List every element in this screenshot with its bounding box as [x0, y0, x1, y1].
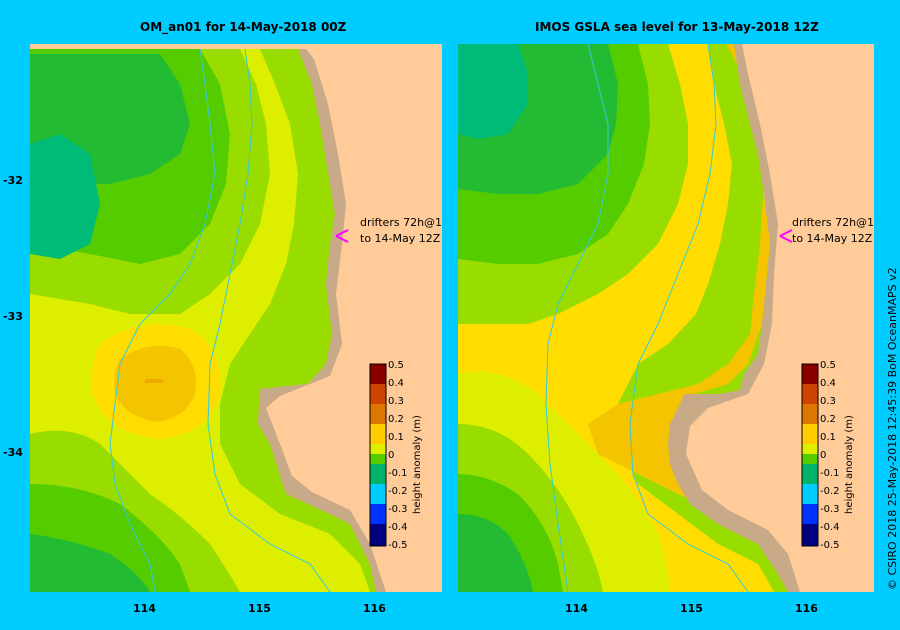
svg-text:0.2: 0.2	[820, 414, 836, 425]
svg-text:-0.1: -0.1	[388, 468, 408, 479]
svg-text:0.4: 0.4	[820, 378, 836, 389]
x-tick-label: 115	[248, 602, 271, 615]
svg-text:0.2: 0.2	[388, 414, 404, 425]
x-tick-label: 116	[795, 602, 818, 615]
svg-text:0: 0	[820, 450, 826, 461]
y-tick-label: -33	[3, 310, 23, 323]
right-drifter-label-2: to 14-May 12Z	[792, 232, 873, 245]
y-tick-label: -34	[3, 446, 23, 459]
right-drifter-label-1: drifters 72h@12h	[792, 216, 874, 229]
right-map-title: IMOS GSLA sea level for 13-May-2018 12Z	[535, 20, 819, 34]
left-drifter-label-2: to 14-May 12Z	[360, 232, 441, 245]
svg-text:0.3: 0.3	[820, 396, 836, 407]
svg-text:-0.5: -0.5	[820, 540, 840, 551]
svg-text:0.1: 0.1	[388, 432, 404, 443]
svg-text:-0.2: -0.2	[820, 486, 840, 497]
svg-text:0: 0	[388, 450, 394, 461]
left-colorbar-ticks: 0.5 0.4 0.3 0.2 0.1 0 -0.1 -0.2 -0.3 -0.…	[388, 360, 408, 551]
svg-text:0.4: 0.4	[388, 378, 404, 389]
y-tick-label: -32	[3, 174, 23, 187]
x-tick-label: 115	[680, 602, 703, 615]
svg-text:-0.1: -0.1	[820, 468, 840, 479]
svg-text:0.1: 0.1	[820, 432, 836, 443]
svg-text:-0.5: -0.5	[388, 540, 408, 551]
x-tick-label: 114	[565, 602, 588, 615]
right-colorbar-ticks: 0.5 0.4 0.3 0.2 0.1 0 -0.1 -0.2 -0.3 -0.…	[820, 360, 840, 551]
svg-text:-0.3: -0.3	[820, 504, 840, 515]
svg-text:-0.2: -0.2	[388, 486, 408, 497]
credit-text: © CSIRO 2018 25-May-2018 12:45:39 BoM Oc…	[886, 267, 899, 590]
right-map-svg: drifters 72h@12h to 14-May 12Z 0.5 0.4 0…	[458, 44, 874, 592]
left-map-title: OM_an01 for 14-May-2018 00Z	[140, 20, 347, 34]
left-drifter-label-1: drifters 72h@12h	[360, 216, 442, 229]
drifter-arrow-icon	[335, 229, 349, 243]
left-colorbar-label: height anomaly (m)	[412, 415, 423, 514]
drifter-arrow-icon	[779, 229, 793, 243]
svg-text:-0.4: -0.4	[820, 522, 840, 533]
x-tick-label: 114	[133, 602, 156, 615]
svg-text:0.5: 0.5	[388, 360, 404, 371]
svg-text:-0.4: -0.4	[388, 522, 408, 533]
right-map[interactable]: drifters 72h@12h to 14-May 12Z 0.5 0.4 0…	[458, 44, 874, 592]
x-tick-label: 116	[363, 602, 386, 615]
left-colorbar	[369, 363, 387, 547]
left-map[interactable]: drifters 72h@12h to 14-May 12Z 0.5 0.4 0…	[30, 44, 442, 592]
left-map-svg: drifters 72h@12h to 14-May 12Z 0.5 0.4 0…	[30, 44, 442, 592]
right-colorbar-label: height anomaly (m)	[844, 415, 855, 514]
svg-text:0.5: 0.5	[820, 360, 836, 371]
right-colorbar	[801, 363, 819, 547]
svg-text:0.3: 0.3	[388, 396, 404, 407]
svg-text:-0.3: -0.3	[388, 504, 408, 515]
